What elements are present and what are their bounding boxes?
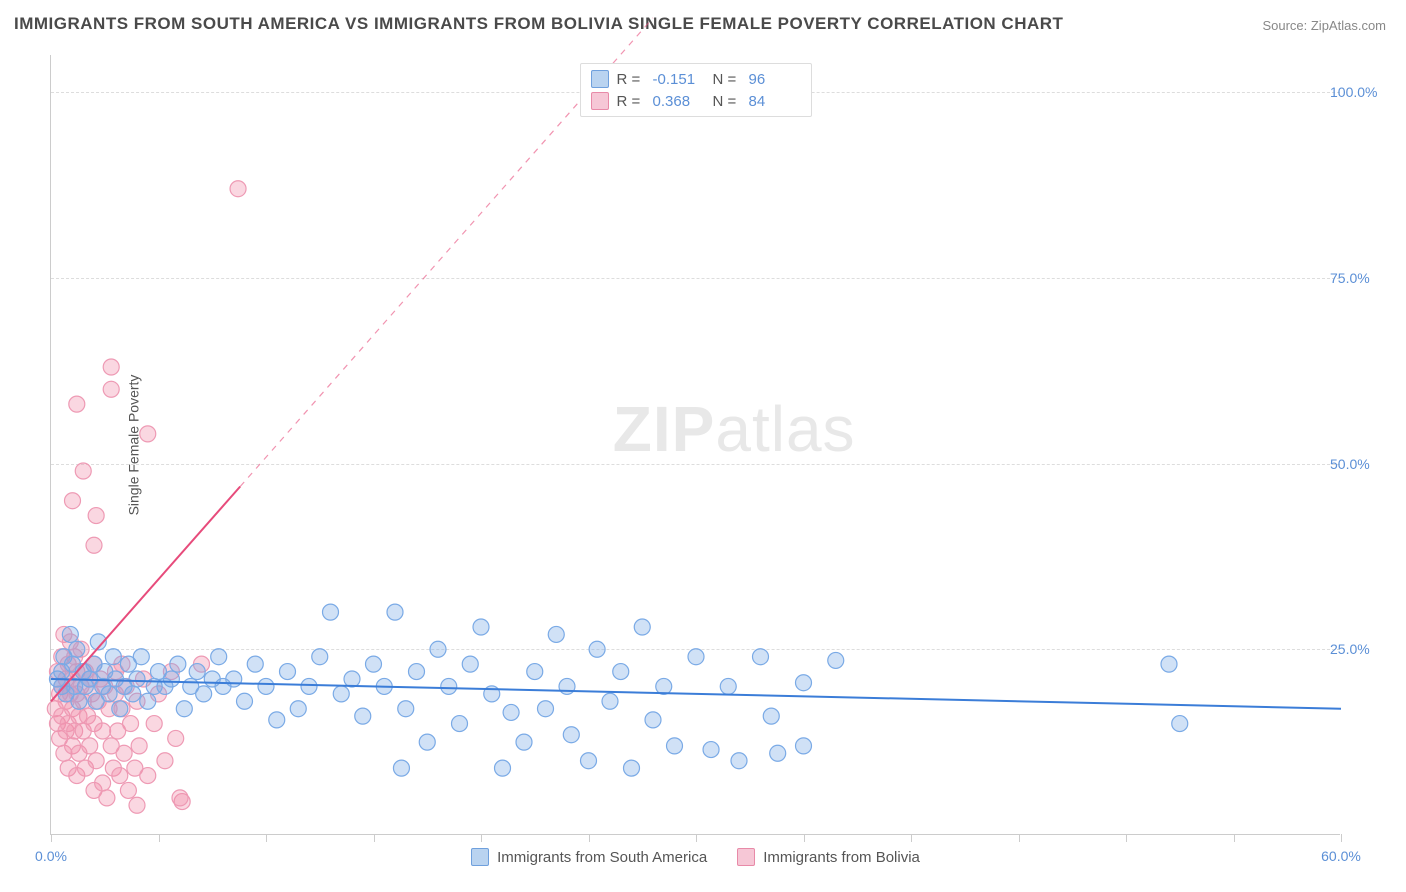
source-label: Source: ZipAtlas.com [1262, 18, 1386, 33]
legend-r-label: R = [617, 93, 645, 110]
legend-r-value-2: 0.368 [653, 93, 705, 110]
swatch-series-2 [737, 848, 755, 866]
legend-item-2: Immigrants from Bolivia [737, 848, 920, 866]
legend-stats: R = -0.151 N = 96 R = 0.368 N = 84 [580, 63, 812, 117]
plot-area: Single Female Poverty ZIPatlas 25.0%50.0… [50, 55, 1340, 835]
legend-r-value-1: -0.151 [653, 71, 705, 88]
legend-item-1: Immigrants from South America [471, 848, 707, 866]
swatch-series-1 [591, 70, 609, 88]
chart-svg [51, 55, 1340, 834]
legend-n-label: N = [713, 93, 741, 110]
legend-stats-row-1: R = -0.151 N = 96 [591, 68, 801, 90]
legend-stats-row-2: R = 0.368 N = 84 [591, 90, 801, 112]
legend-series: Immigrants from South America Immigrants… [51, 848, 1340, 866]
legend-n-label: N = [713, 71, 741, 88]
legend-label-2: Immigrants from Bolivia [763, 849, 920, 866]
legend-n-value-1: 96 [749, 71, 801, 88]
legend-n-value-2: 84 [749, 93, 801, 110]
legend-r-label: R = [617, 71, 645, 88]
swatch-series-1 [471, 848, 489, 866]
swatch-series-2 [591, 92, 609, 110]
legend-label-1: Immigrants from South America [497, 849, 707, 866]
chart-title: IMMIGRANTS FROM SOUTH AMERICA VS IMMIGRA… [14, 14, 1063, 34]
